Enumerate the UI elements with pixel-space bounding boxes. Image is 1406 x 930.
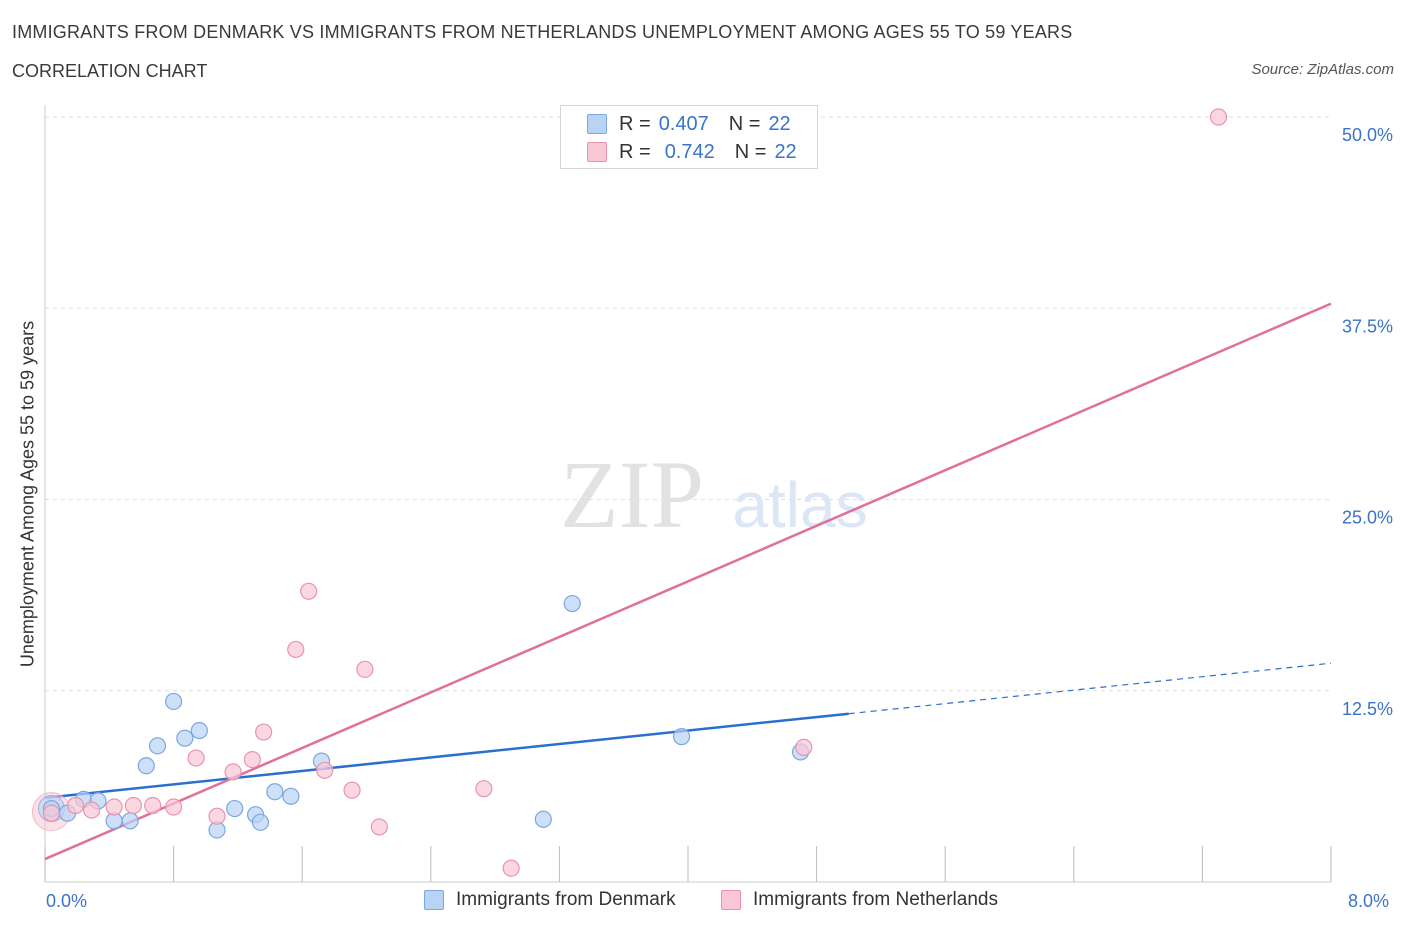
point-netherlands (83, 801, 101, 819)
point-denmark (176, 729, 194, 747)
point-netherlands (343, 781, 361, 799)
chart-title: IMMIGRANTS FROM DENMARK VS IMMIGRANTS FR… (12, 22, 1073, 42)
point-netherlands (795, 738, 813, 756)
point-netherlands (356, 660, 374, 678)
legend-n-value: 22 (768, 112, 791, 135)
point-denmark (534, 810, 552, 828)
point-netherlands (66, 796, 85, 815)
point-denmark (190, 721, 208, 740)
legend-row-denmark: R = 0.407 N = 22 (587, 111, 791, 137)
source-label: Source: ZipAtlas.com (1251, 61, 1394, 78)
legend-label-denmark: Immigrants from Denmark (456, 889, 676, 910)
legend-swatch-netherlands (721, 890, 741, 910)
y-tick-label: 50.0% (1342, 125, 1393, 145)
point-denmark (148, 737, 167, 755)
point-netherlands (502, 859, 520, 877)
legend-n-label: N = (734, 140, 767, 163)
legend-swatch-denmark (587, 114, 607, 134)
point-netherlands (287, 640, 305, 659)
series-legend: Immigrants from Denmark Immigrants from … (0, 889, 1406, 915)
x-tick-label-min: 0.0% (46, 891, 88, 911)
point-denmark (266, 783, 284, 801)
point-netherlands (208, 807, 226, 825)
legend-n-label: N = (728, 112, 761, 135)
point-denmark (251, 813, 270, 831)
watermark-zip: ZIP (560, 441, 704, 548)
point-netherlands (316, 761, 334, 779)
trend-line-denmark (44, 712, 849, 800)
point-netherlands (255, 723, 273, 741)
legend-row-netherlands: R = 0.742 N = 22 (587, 139, 797, 165)
point-denmark (563, 594, 581, 613)
legend-r-label: R = (619, 140, 651, 163)
point-netherlands (475, 780, 493, 798)
legend-item-denmark[interactable]: Immigrants from Denmark (424, 889, 676, 911)
y-tick-labels: 12.5% 25.0% 37.5% 50.0% (1342, 125, 1393, 719)
watermark: ZIP atlas (560, 441, 868, 548)
y-tick-label: 12.5% (1342, 699, 1393, 719)
legend-r-value: 0.407 (658, 112, 709, 135)
y-axis-label: Unemployment Among Ages 55 to 59 years (17, 320, 38, 668)
point-netherlands (187, 749, 205, 767)
legend-item-netherlands[interactable]: Immigrants from Netherlands (721, 889, 998, 911)
point-netherlands (224, 763, 242, 781)
y-tick-label: 37.5% (1342, 316, 1393, 336)
point-denmark (137, 757, 155, 775)
point-netherlands (243, 750, 261, 769)
legend-swatch-netherlands (587, 142, 607, 162)
point-netherlands (42, 804, 61, 822)
point-netherlands (300, 582, 318, 600)
point-denmark (226, 799, 244, 818)
point-netherlands (124, 796, 143, 815)
data-points (31, 108, 1228, 877)
axes (44, 105, 1332, 883)
point-denmark (282, 787, 300, 805)
point-denmark (165, 692, 183, 711)
legend-label-netherlands: Immigrants from Netherlands (753, 889, 998, 910)
trend-line-dashed-denmark (848, 662, 1332, 715)
y-tick-label: 25.0% (1342, 508, 1393, 528)
point-netherlands (1209, 108, 1228, 126)
point-netherlands (370, 818, 388, 836)
legend-r-value: 0.742 (664, 140, 715, 163)
point-denmark (121, 812, 139, 830)
watermark-atlas: atlas (732, 469, 867, 541)
point-netherlands (105, 798, 123, 816)
legend-swatch-denmark (424, 890, 444, 910)
point-denmark (672, 728, 691, 746)
legend-r-label: R = (619, 112, 651, 135)
correlation-legend: R = 0.407 N = 22 R = 0.742 N = 22 (560, 105, 818, 169)
point-netherlands (144, 796, 162, 815)
x-tick-label-max: 8.0% (1348, 891, 1390, 911)
chart-subtitle: CORRELATION CHART (12, 61, 208, 81)
trend-line-netherlands (44, 302, 1332, 861)
point-netherlands (165, 798, 183, 816)
trend-lines (44, 302, 1332, 861)
grid-lines (45, 116, 1331, 692)
legend-n-value: 22 (774, 140, 797, 163)
